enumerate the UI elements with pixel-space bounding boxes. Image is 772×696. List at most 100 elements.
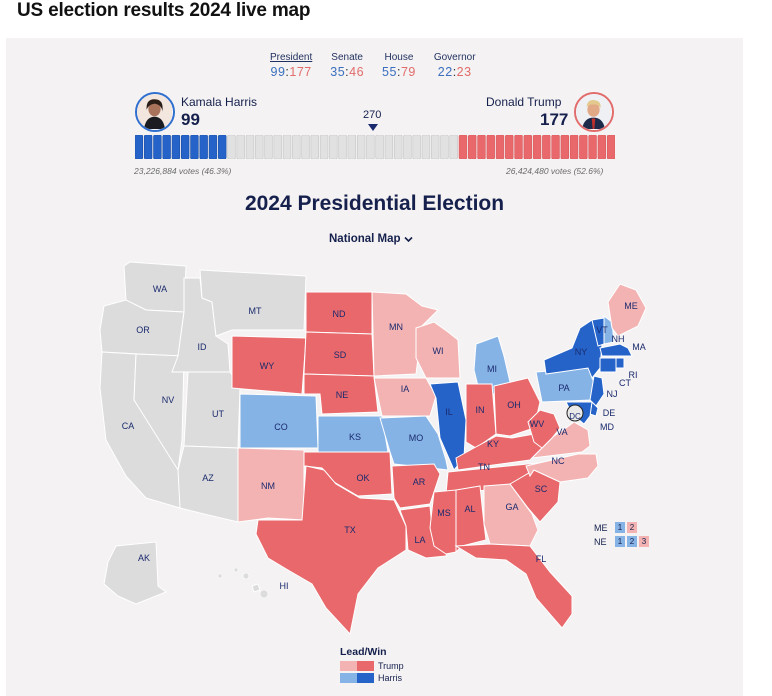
ev-segment — [245, 135, 255, 159]
tab-house[interactable]: House 55:79 — [382, 52, 416, 79]
state-label: MI — [487, 364, 497, 374]
legend-trump: Trump — [340, 661, 404, 671]
tab-score: 22:23 — [437, 65, 472, 79]
chevron-down-icon — [403, 236, 413, 242]
state-label: NV — [162, 395, 175, 405]
legend-swatch — [340, 661, 357, 671]
state-label: ID — [198, 342, 208, 352]
ev-segment — [190, 135, 199, 159]
state-co[interactable] — [239, 393, 319, 449]
state-label: CO — [274, 422, 288, 432]
ev-segment — [588, 135, 597, 159]
ev-segment — [569, 135, 579, 159]
state-nj[interactable] — [589, 375, 605, 407]
state-label: MT — [249, 306, 262, 316]
ev-segment — [236, 135, 245, 159]
district-box[interactable]: 2 — [627, 522, 637, 533]
state-ms[interactable] — [429, 489, 457, 555]
ev-segment — [560, 135, 570, 159]
ev-segment — [412, 135, 421, 159]
trump-electoral-votes: 177 — [540, 110, 569, 129]
state-label: WV — [530, 419, 545, 429]
tab-governor[interactable]: Governor 22:23 — [434, 52, 476, 79]
map-selector[interactable]: National Map — [329, 233, 413, 245]
state-hi[interactable] — [251, 583, 261, 593]
state-va[interactable] — [530, 421, 591, 459]
ev-segment — [162, 135, 171, 159]
election-title: 2024 Presidential Election — [244, 192, 505, 215]
ev-segment — [505, 135, 514, 159]
ev-segment — [579, 135, 588, 159]
state-nc[interactable] — [525, 453, 599, 483]
maine-split: ME 1 2 — [594, 522, 637, 533]
ev-segment — [468, 135, 477, 159]
ev-segment — [449, 135, 458, 159]
tab-senate[interactable]: Senate 35:46 — [330, 52, 364, 79]
island-shape — [259, 589, 269, 599]
ev-segment — [495, 135, 505, 159]
district-box[interactable]: 2 — [627, 536, 637, 547]
state-label: UT — [212, 409, 224, 419]
tab-score: 35:46 — [330, 65, 365, 79]
electoral-vote-bar — [135, 135, 615, 159]
state-ct[interactable] — [599, 357, 617, 373]
state-nv[interactable] — [133, 353, 185, 472]
state-ri[interactable] — [615, 357, 625, 369]
state-wy[interactable] — [231, 335, 307, 395]
state-ar[interactable] — [391, 463, 441, 509]
ev-segment — [135, 135, 144, 159]
state-al[interactable] — [455, 485, 487, 554]
race-tabs: President 99:177 Senate 35:46 House 55:7… — [270, 52, 476, 79]
state-wv[interactable] — [527, 409, 561, 449]
state-dc[interactable] — [566, 404, 584, 422]
state-label: WA — [153, 284, 167, 294]
trump-popular-vote: 26,424,480 votes (52.6%) — [506, 166, 604, 176]
island-shape — [242, 572, 250, 580]
legend-swatch — [340, 673, 357, 683]
ev-segment — [606, 135, 615, 159]
state-me[interactable] — [607, 283, 647, 337]
legend-label: Harris — [378, 673, 402, 683]
district-box[interactable]: 3 — [639, 536, 649, 547]
state-label: NM — [261, 481, 275, 491]
district-box[interactable]: 1 — [615, 522, 625, 533]
ev-segment — [542, 135, 551, 159]
legend-label: Trump — [378, 661, 404, 671]
state-label: IN — [476, 405, 485, 415]
legend-swatch — [357, 661, 374, 671]
state-nm[interactable] — [237, 447, 305, 523]
state-label: NY — [575, 347, 588, 357]
harris-electoral-votes: 99 — [181, 110, 200, 129]
state-label: WI — [433, 346, 444, 356]
state-mo[interactable] — [379, 415, 449, 471]
state-ny[interactable] — [543, 319, 603, 379]
ev-segment — [208, 135, 218, 159]
state-ut[interactable] — [183, 371, 241, 449]
state-ma[interactable] — [599, 343, 633, 357]
state-ia[interactable] — [373, 377, 437, 417]
state-mt[interactable] — [199, 269, 307, 337]
district-box[interactable]: 1 — [615, 536, 625, 547]
harris-popular-vote: 23,226,884 votes (46.3%) — [134, 166, 232, 176]
harris-name: Kamala Harris — [181, 95, 258, 109]
ev-segment — [393, 135, 403, 159]
threshold-marker-icon — [368, 124, 378, 131]
trump-name: Donald Trump — [486, 95, 562, 109]
ev-segment — [199, 135, 208, 159]
ev-segment — [532, 135, 542, 159]
state-label: SD — [334, 350, 347, 360]
state-fl[interactable] — [454, 543, 573, 629]
state-label: RI — [629, 370, 638, 380]
ev-segment — [310, 135, 319, 159]
ev-segment — [171, 135, 181, 159]
tab-president[interactable]: President 99:177 — [270, 52, 312, 79]
state-label: AZ — [202, 473, 214, 483]
state-az[interactable] — [177, 445, 239, 523]
state-tx[interactable] — [255, 465, 407, 636]
split-label: NE — [594, 536, 607, 547]
ev-segment — [218, 135, 227, 159]
state-label: ND — [333, 309, 346, 319]
state-label: DE — [603, 408, 616, 418]
state-wi[interactable] — [415, 321, 461, 379]
state-ak[interactable] — [103, 541, 168, 605]
